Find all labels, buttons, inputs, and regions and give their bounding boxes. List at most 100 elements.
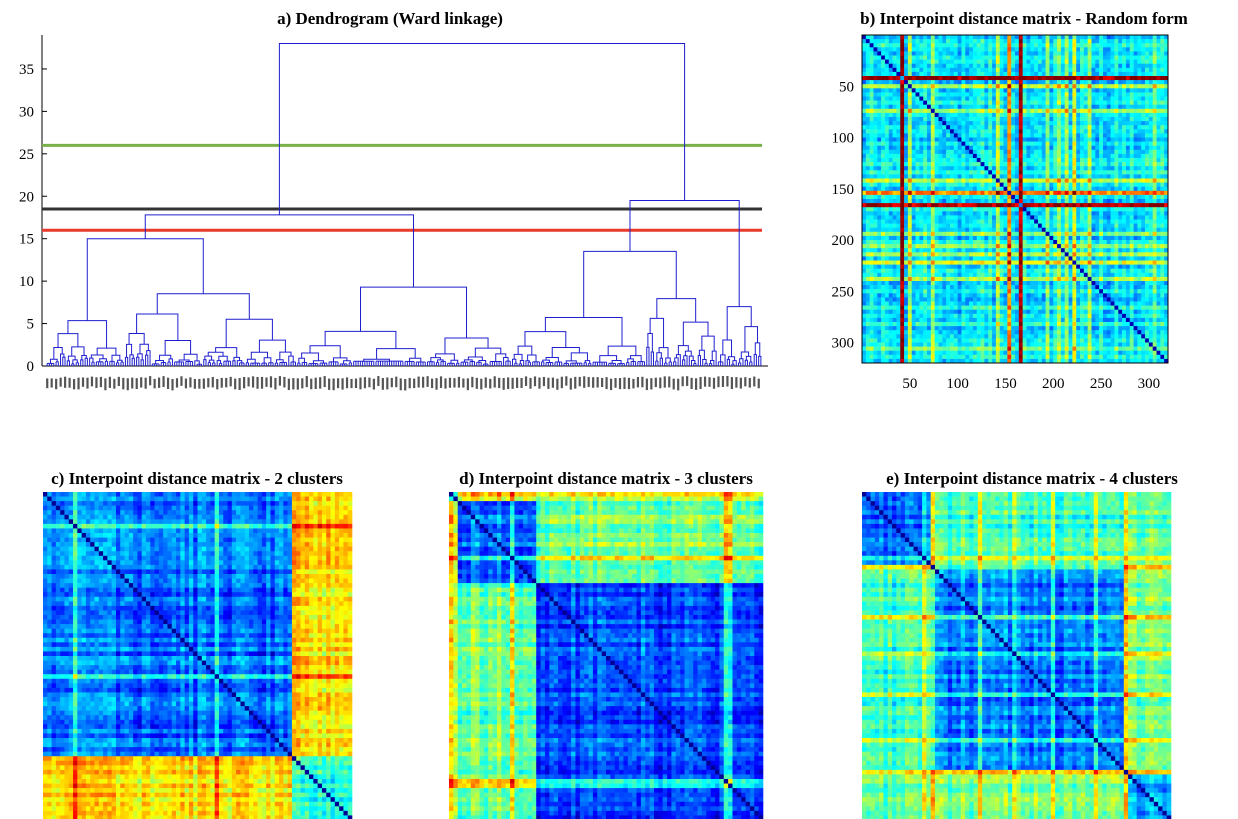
heatmap-cell: [911, 100, 916, 105]
heatmap-cell: [869, 121, 874, 126]
heatmap-cell: [888, 104, 893, 110]
heatmap-cell: [1137, 170, 1142, 175]
heatmap-cell: [1102, 162, 1108, 167]
heatmap-cell: [896, 235, 901, 241]
heatmap-cell: [900, 248, 905, 253]
heatmap-cell: [1015, 104, 1020, 110]
heatmap-cell: [1080, 47, 1085, 52]
heatmap-cell: [1152, 141, 1157, 146]
heatmap-cell: [1057, 125, 1062, 130]
heatmap-cell: [988, 76, 993, 81]
heatmap-cell: [1045, 80, 1050, 85]
heatmap-cell: [1072, 235, 1077, 241]
heatmap-cell: [1034, 63, 1039, 69]
heatmap-cell: [877, 51, 882, 56]
heatmap-cell: [1007, 55, 1012, 60]
heatmap-cell: [965, 92, 970, 97]
heatmap-cell: [1091, 182, 1096, 187]
heatmap-cell: [1003, 39, 1008, 44]
heatmap-cell: [1114, 244, 1119, 249]
heatmap-cell: [965, 112, 970, 118]
heatmap-cell: [1026, 121, 1031, 126]
heatmap-cell: [992, 39, 997, 44]
heatmap-cell: [1164, 162, 1169, 167]
heatmap-cell: [1118, 166, 1123, 171]
heatmap-cell: [946, 223, 951, 228]
heatmap-cell: [1060, 35, 1066, 40]
heatmap-cell: [1060, 166, 1066, 171]
heatmap-cell: [1133, 96, 1138, 101]
heatmap-cell: [1152, 240, 1157, 245]
heatmap-cell: [892, 100, 897, 105]
heatmap-cell: [1026, 149, 1031, 155]
heatmap-cell: [995, 59, 1001, 64]
heatmap-cell: [1049, 108, 1054, 114]
heatmap-cell: [911, 104, 916, 110]
heatmap-cell: [969, 149, 974, 155]
heatmap-cell: [1110, 158, 1115, 163]
heatmap-cell: [1041, 88, 1046, 93]
heatmap-cell: [896, 215, 901, 220]
heatmap-cell: [1087, 104, 1092, 110]
heatmap-cell: [988, 158, 993, 163]
heatmap-cell: [938, 55, 943, 60]
heatmap-cell: [1060, 55, 1066, 60]
heatmap-cell: [1037, 108, 1043, 114]
heatmap-cell: [1148, 166, 1154, 171]
heatmap-cell: [927, 117, 932, 122]
heatmap-cell: [1057, 149, 1062, 155]
heatmap-cell: [1022, 67, 1027, 73]
heatmap-cell: [995, 84, 1001, 89]
heatmap-cell: [1099, 182, 1104, 187]
heatmap-cell: [907, 178, 913, 183]
heatmap-cell: [907, 252, 913, 257]
heatmap-cell: [907, 170, 913, 175]
heatmap-cell: [1022, 43, 1027, 48]
heatmap-cell: [1015, 252, 1020, 257]
heatmap-cell: [1114, 178, 1119, 183]
heatmap-cell: [988, 80, 993, 85]
heatmap-cell: [1114, 47, 1119, 52]
heatmap-cell: [1083, 137, 1088, 142]
heatmap-cell: [1076, 199, 1081, 204]
heatmap-cell: [1125, 63, 1131, 69]
heatmap-cell: [1125, 178, 1131, 183]
heatmap-cell: [934, 88, 939, 93]
heatmap-cell: [1030, 108, 1035, 114]
heatmap-cell: [911, 71, 916, 77]
heatmap-cell: [995, 104, 1001, 110]
heatmap-cell: [1049, 199, 1054, 204]
heatmap-cell: [1060, 244, 1066, 249]
heatmap-cell: [873, 88, 878, 93]
heatmap-cell: [1018, 63, 1023, 69]
heatmap-cell: [1129, 35, 1134, 40]
heatmap-cell: [976, 129, 981, 134]
heatmap-cell: [1095, 178, 1100, 183]
heatmap-cell: [1026, 137, 1031, 142]
heatmap-cell: [930, 117, 935, 122]
heatmap-cell: [919, 203, 924, 208]
heatmap-cell: [1030, 129, 1035, 134]
heatmap-cell: [1125, 47, 1131, 52]
heatmap-cell: [923, 215, 928, 220]
heatmap-cell: [881, 248, 886, 253]
heatmap-cell: [1068, 84, 1073, 89]
heatmap-cell: [884, 190, 890, 196]
heatmap-cell: [946, 211, 951, 216]
heatmap-cell: [1060, 153, 1066, 159]
heatmap-cell: [972, 51, 978, 56]
heatmap-cell: [1083, 211, 1088, 216]
heatmap-cell: [946, 35, 951, 40]
heatmap-cell: [1122, 248, 1127, 253]
heatmap-cell: [999, 240, 1004, 245]
heatmap-cell: [1057, 145, 1062, 151]
heatmap-cell: [1102, 244, 1108, 249]
heatmap-cell: [1022, 223, 1027, 228]
heatmap-cell: [881, 43, 886, 48]
heatmap-cell: [1125, 248, 1131, 253]
heatmap-cell: [1003, 55, 1008, 60]
heatmap-cell: [1057, 112, 1062, 118]
heatmap-cell: [1022, 80, 1027, 85]
heatmap-cell: [884, 137, 890, 142]
dendrogram-link: [99, 358, 107, 362]
